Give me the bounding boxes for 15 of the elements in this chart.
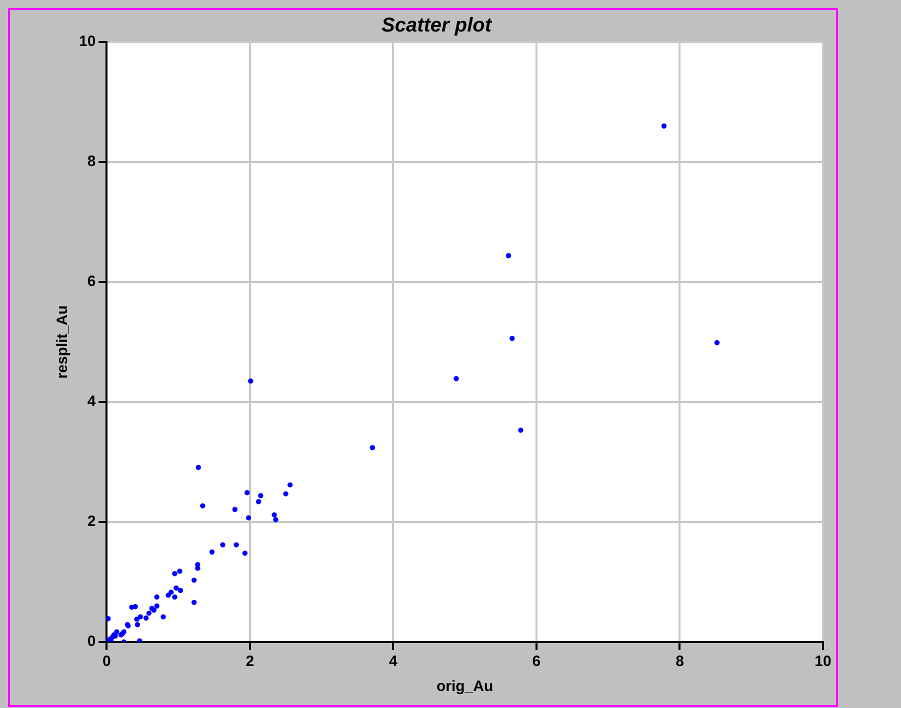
y-axis-title: resplit_Au — [54, 305, 72, 379]
x-tick-label: 8 — [676, 653, 684, 670]
x-tick-label: 0 — [102, 653, 111, 670]
y-tick-label: 2 — [87, 513, 96, 530]
y-tick-label: 8 — [87, 153, 96, 170]
y-tick-label: 4 — [87, 393, 96, 410]
x-tick-label: 6 — [532, 653, 541, 670]
y-tick-label: 0 — [87, 633, 96, 650]
x-tick-label: 4 — [389, 653, 398, 670]
x-tick-label: 2 — [246, 653, 254, 670]
y-tick-label: 10 — [78, 33, 96, 50]
x-tick-label: 10 — [814, 653, 832, 670]
x-axis-title: orig_Au — [436, 678, 494, 696]
y-tick-label: 6 — [87, 273, 96, 290]
chart-title: Scatter plot — [381, 14, 493, 37]
